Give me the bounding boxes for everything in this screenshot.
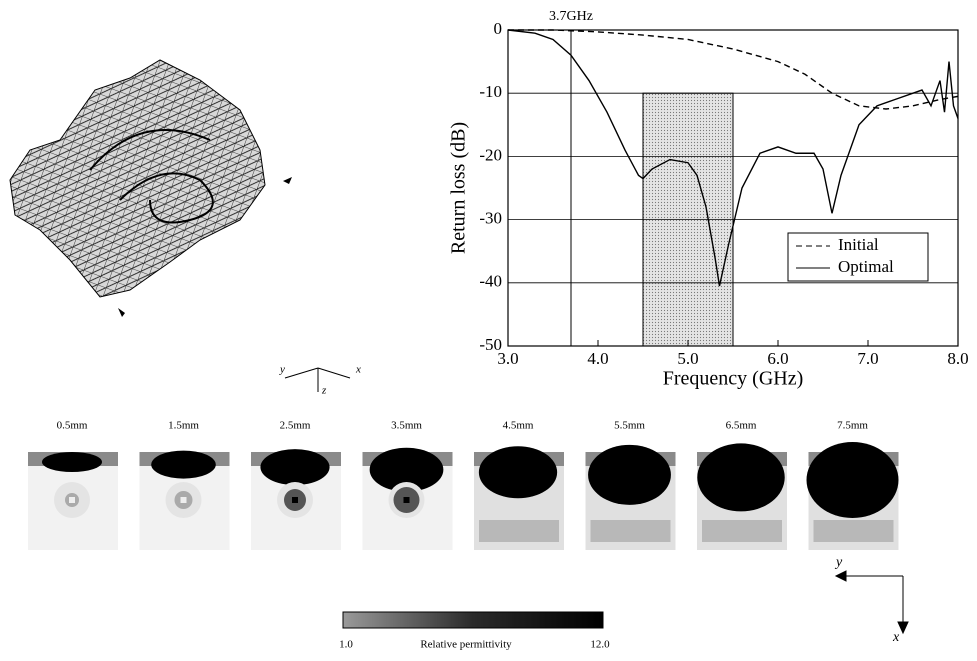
legend-box xyxy=(787,232,929,282)
slice-dark xyxy=(697,443,785,512)
slice-label: 5.5mm xyxy=(614,420,645,432)
y-tick-label: -40 xyxy=(479,272,502,291)
slice-label: 6.5mm xyxy=(726,420,757,432)
marker-label: 3.7GHz xyxy=(549,9,593,24)
colorbar-min: 1.0 xyxy=(339,639,353,651)
x-tick-label: 5.0 xyxy=(677,349,698,368)
slice xyxy=(28,452,118,550)
y-tick-label: -50 xyxy=(479,335,502,354)
return-loss-chart: -50 -40 -30 -20 -10 0 3.0 4.0 5.0 6.0 7.0 8.0 3.7GHz… xyxy=(448,9,969,389)
slice-label: 2.5mm xyxy=(280,420,311,432)
slice-axes xyxy=(834,570,909,635)
slice-dot xyxy=(69,497,75,503)
slice-dark xyxy=(478,446,558,499)
slice-low xyxy=(702,520,782,542)
axis-letter: z xyxy=(321,385,327,397)
colorbar xyxy=(342,611,604,629)
y-tick-label: 0 xyxy=(494,19,503,38)
slice-low xyxy=(479,520,559,542)
mesh-axes xyxy=(284,367,351,392)
slice xyxy=(251,449,341,550)
colorbar-max: 12.0 xyxy=(590,639,610,651)
slice-dark xyxy=(42,452,102,472)
axis-letter: x xyxy=(355,364,361,376)
y-tick-label: -20 xyxy=(479,145,502,164)
y-axis-label: Return loss (dB) xyxy=(448,122,470,254)
x-tick-label: 3.0 xyxy=(497,349,518,368)
slice-label: 4.5mm xyxy=(503,420,534,432)
slice-low xyxy=(813,520,894,542)
axis-letter: y xyxy=(279,364,285,376)
slice-dot xyxy=(180,497,187,503)
slice xyxy=(806,442,899,550)
colorbar-title: Relative permittivity xyxy=(420,639,512,651)
x-tick-label: 6.0 xyxy=(767,349,788,368)
y-tick-label: -30 xyxy=(479,209,502,228)
slice-label: 3.5mm xyxy=(391,420,422,432)
slice xyxy=(362,447,453,550)
slice xyxy=(585,444,676,550)
series-line xyxy=(508,29,959,110)
mesh xyxy=(9,59,292,317)
x-axis-label: Frequency (GHz) xyxy=(663,368,804,390)
slice-label: 1.5mm xyxy=(168,420,199,432)
slice-dark xyxy=(369,447,444,492)
x-tick-label: 8.0 xyxy=(947,349,968,368)
x-tick-label: 7.0 xyxy=(857,349,878,368)
axis-letter: x xyxy=(892,630,900,645)
slice-label: 0.5mm xyxy=(57,420,88,432)
axis-letter: y xyxy=(834,555,843,570)
x-tick-label: 4.0 xyxy=(587,349,608,368)
slices: 0.5mm 1.5mm 2.5mm 3.5mm 4.5mm 5.5mm 6.5mm 7.5mm xyxy=(28,420,899,550)
slice-dark xyxy=(260,449,330,486)
slice-dark xyxy=(151,450,216,479)
slice xyxy=(139,450,230,550)
slice xyxy=(697,443,787,550)
slice xyxy=(474,446,564,550)
slice-label: 7.5mm xyxy=(837,420,868,432)
slice-low xyxy=(590,520,671,542)
legend-label: Initial xyxy=(838,235,879,254)
slice-dark xyxy=(806,442,899,518)
slice-dark xyxy=(588,444,671,505)
series-line xyxy=(507,29,959,287)
y-tick-label: -10 xyxy=(479,82,502,101)
slice-dot xyxy=(292,497,298,503)
plot-frame xyxy=(507,29,959,347)
legend-label: Optimal xyxy=(838,257,894,276)
slice-dot xyxy=(403,497,410,503)
